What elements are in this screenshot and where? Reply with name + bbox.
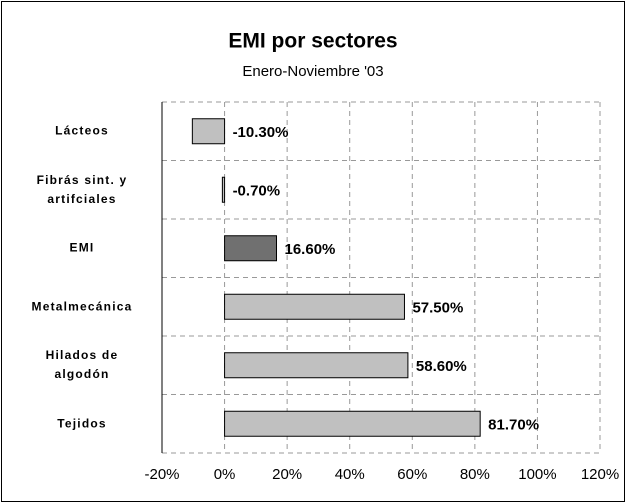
x-tick-label: 20%	[272, 466, 302, 483]
chart-subtitle: Enero-Noviembre '03	[242, 63, 383, 80]
category-label: EMI	[69, 240, 95, 255]
data-label: 81.70%	[488, 417, 539, 434]
bar	[224, 293, 405, 320]
category-label: Hilados de algodón	[45, 348, 119, 382]
bar	[224, 352, 409, 379]
data-label: 57.50%	[412, 300, 463, 317]
bar	[191, 118, 226, 145]
bar	[224, 410, 481, 437]
x-tick-label: 80%	[460, 466, 490, 483]
category-label: Tejidos	[57, 416, 107, 431]
x-tick-label: 120%	[581, 466, 619, 483]
data-label: -0.70%	[233, 183, 281, 200]
x-tick-label: -20%	[144, 466, 179, 483]
data-label: -10.30%	[233, 124, 289, 141]
x-tick-label: 0%	[214, 466, 236, 483]
x-tick-label: 40%	[335, 466, 365, 483]
bar	[221, 176, 226, 203]
x-tick-label: 100%	[518, 466, 556, 483]
data-label: 58.60%	[416, 358, 467, 375]
category-label: Metalmecánica	[31, 299, 133, 314]
x-tick-label: 60%	[397, 466, 427, 483]
bar	[224, 235, 278, 262]
category-label: Fibrás sint. y artifciales	[36, 172, 128, 206]
data-label: 16.60%	[285, 241, 336, 258]
category-label: Lácteos	[55, 123, 109, 138]
chart-title: EMI por sectores	[228, 30, 397, 53]
